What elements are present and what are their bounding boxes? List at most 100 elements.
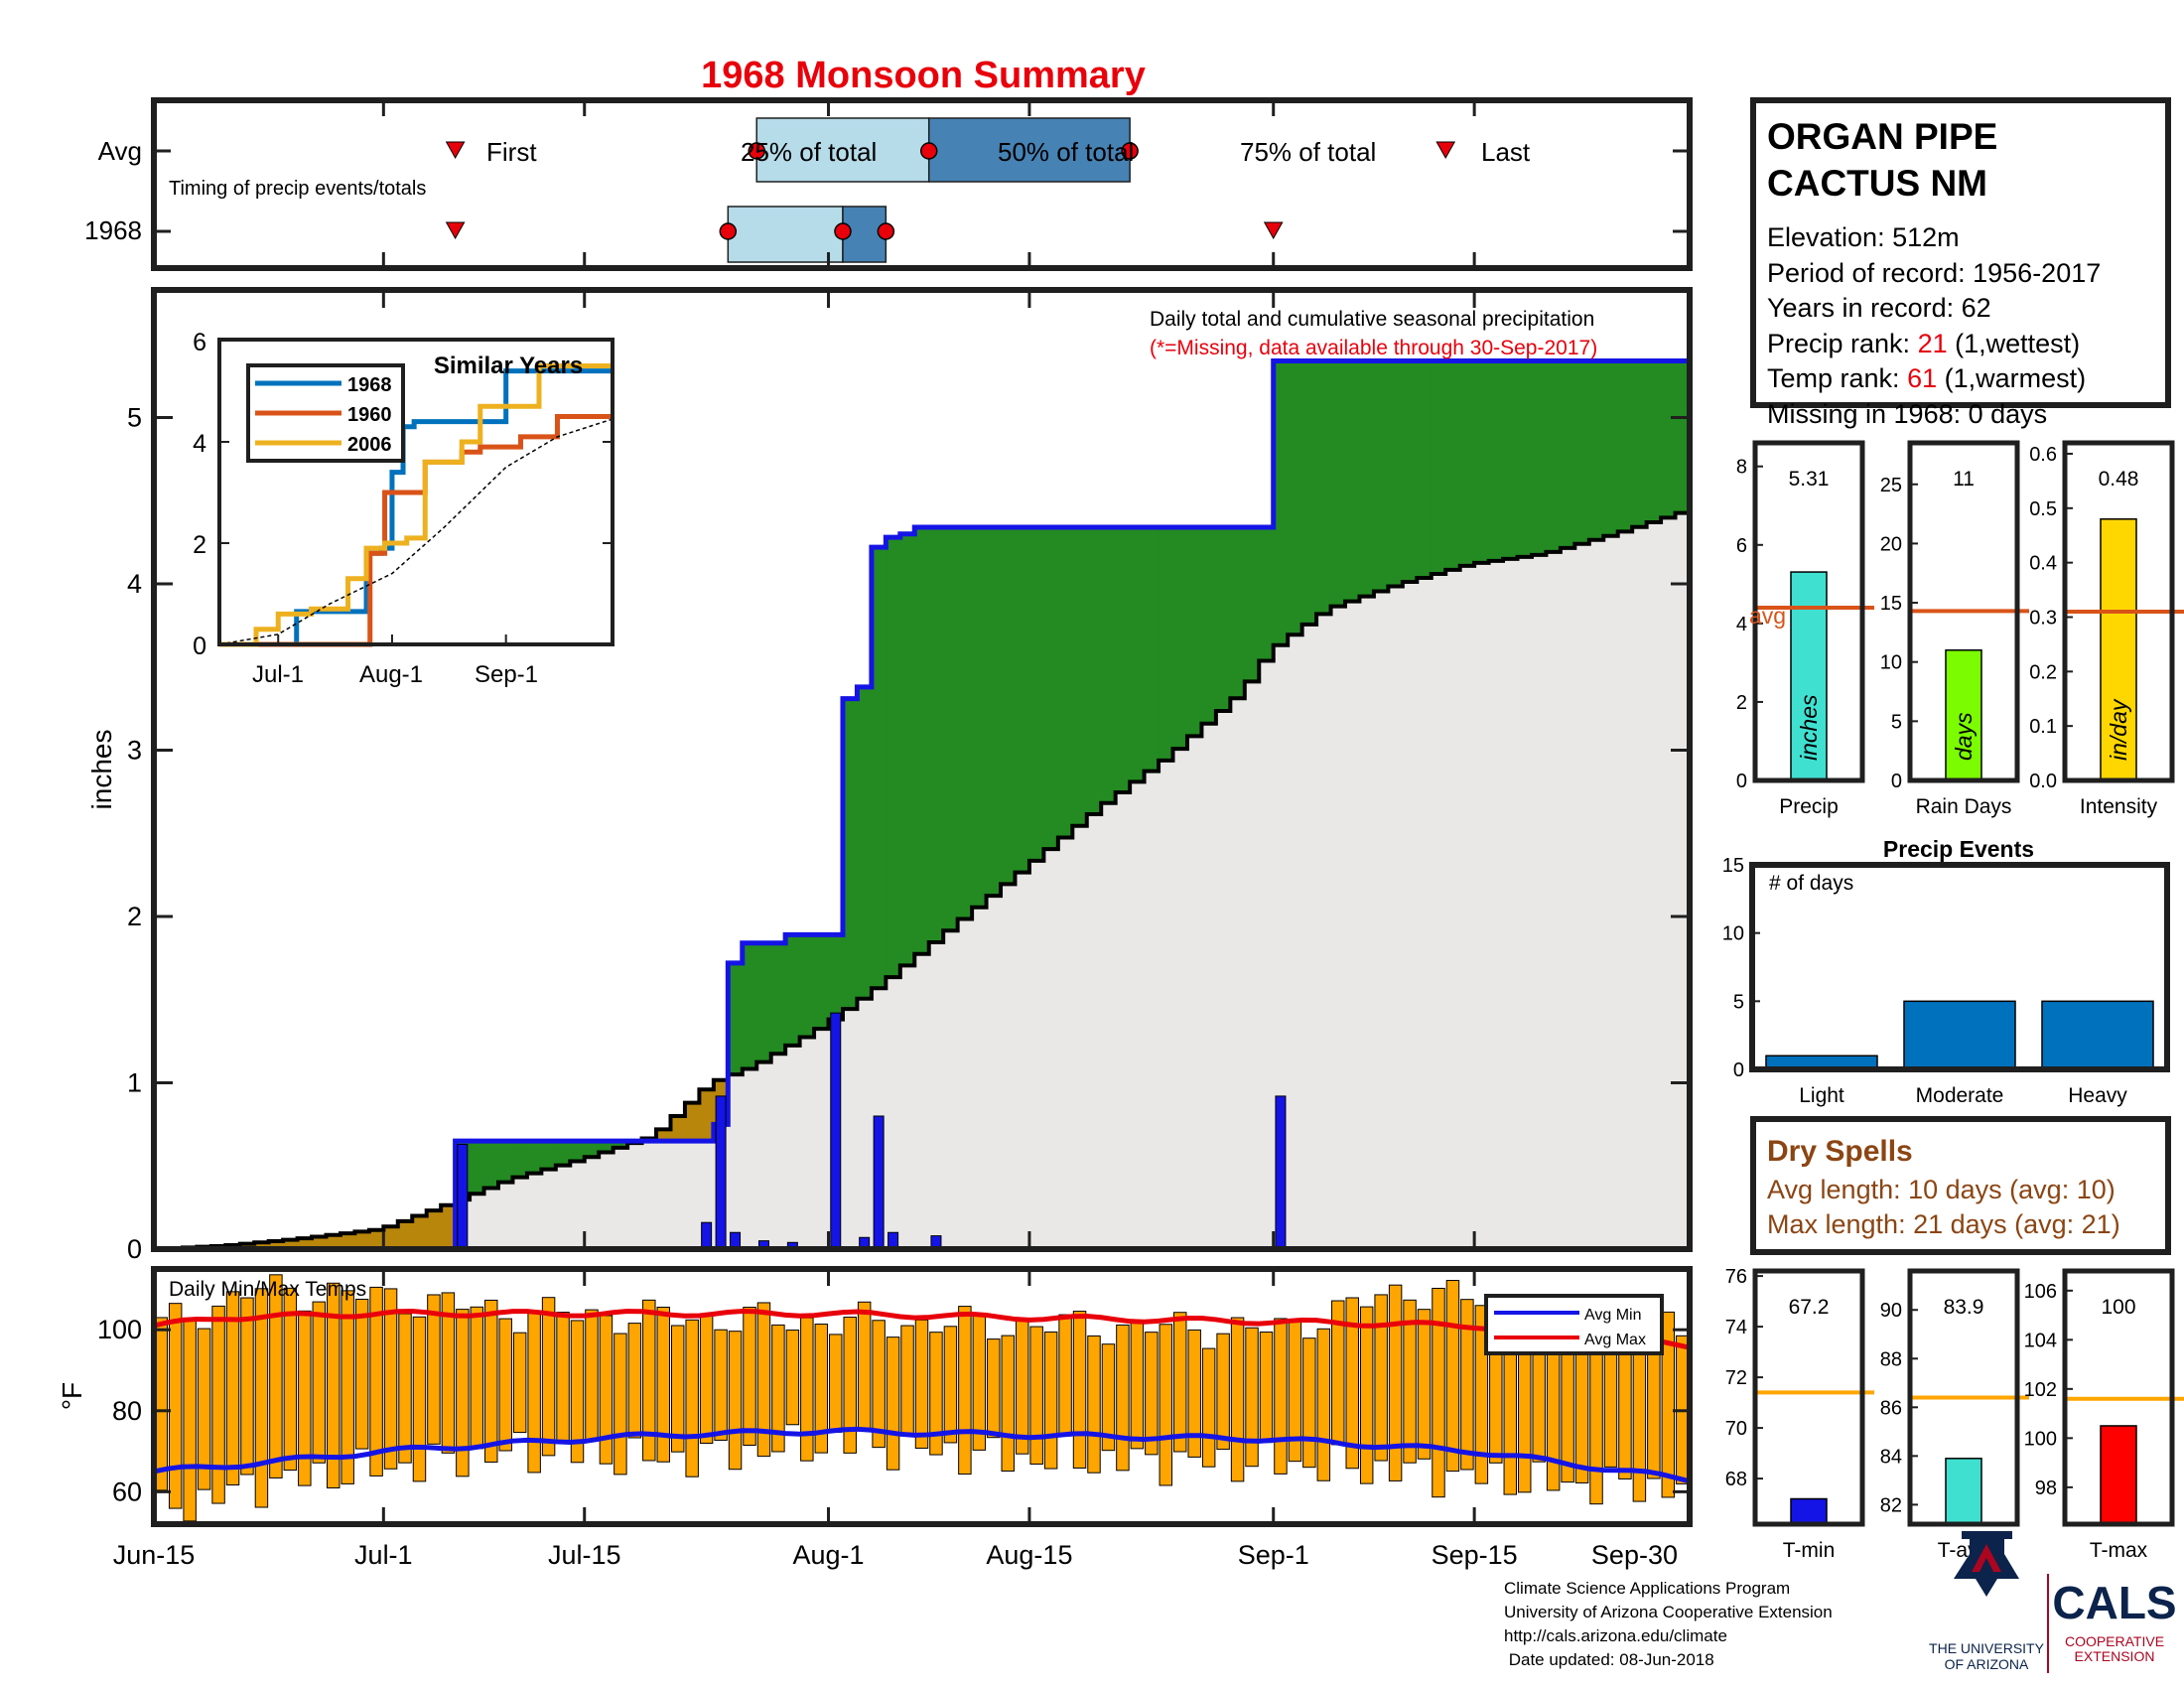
temp-range-bar-4 bbox=[211, 1305, 225, 1504]
intensity-ytick-label-5: 0.5 bbox=[2029, 498, 2057, 520]
above-average-seg-54 bbox=[928, 527, 944, 942]
temp-range-bar-71 bbox=[1173, 1312, 1187, 1453]
above-average-seg-94 bbox=[1503, 360, 1519, 559]
tmax-frame bbox=[2062, 1268, 2175, 1527]
precip-ytick-label-3: 6 bbox=[1736, 535, 1747, 557]
temps-legend-min: Avg Min bbox=[1584, 1307, 1642, 1324]
above-average-seg-101 bbox=[1603, 360, 1619, 536]
temp-range-bar-14 bbox=[354, 1298, 369, 1450]
temp-range-bar-85 bbox=[1374, 1294, 1388, 1462]
above-average-seg-82 bbox=[1330, 360, 1346, 607]
temp-range-bar-90 bbox=[1445, 1280, 1460, 1473]
temp-range-bar-20 bbox=[441, 1292, 456, 1454]
inset-xtick-sep: Sep-1 bbox=[475, 661, 538, 688]
avg-max-line bbox=[153, 1308, 1691, 1350]
temp-range-bar-69 bbox=[1145, 1332, 1159, 1456]
temp-range-bar-63 bbox=[1058, 1314, 1072, 1437]
above-average-seg-103 bbox=[1632, 360, 1648, 527]
above-average-seg-48 bbox=[842, 698, 859, 1010]
precip-value-label: 5.31 bbox=[1789, 468, 1830, 491]
temp-range-bar-36 bbox=[670, 1325, 685, 1453]
rain-days-panel: 0 5 10 15 20 25 11 Rain Days days bbox=[1880, 440, 2029, 818]
timing-label-25: 25% of total bbox=[741, 137, 877, 167]
temp-range-bar-23 bbox=[484, 1299, 498, 1463]
timing-label-first: First bbox=[486, 137, 537, 167]
temps-ytick-label-1: 80 bbox=[112, 1396, 142, 1426]
precip-ytick-label-4: 8 bbox=[1736, 457, 1747, 479]
timing-row-label-avg: Avg bbox=[98, 136, 142, 166]
temps-legend: Avg Min Avg Max bbox=[1484, 1294, 1664, 1355]
precip-events-title: Precip Events bbox=[1883, 836, 2034, 862]
intensity-ytick-label-1: 0.1 bbox=[2029, 716, 2057, 738]
temp-range-bar-15 bbox=[369, 1286, 383, 1477]
station-precip-rank: Precip rank: 21 (1,wettest) bbox=[1767, 329, 2080, 358]
temp-range-bar-24 bbox=[498, 1318, 512, 1452]
precip-events-subtitle: # of days bbox=[1769, 872, 1853, 895]
temp-range-bar-2 bbox=[183, 1320, 197, 1522]
timing-label-75: 75% of total bbox=[1240, 137, 1376, 167]
dry-spells-title: Dry Spells bbox=[1767, 1135, 1913, 1168]
timing-marks bbox=[157, 103, 1687, 265]
above-average-seg-60 bbox=[1015, 527, 1030, 873]
above-average-seg-30 bbox=[584, 1141, 600, 1158]
rain-days-value-label: 11 bbox=[1953, 468, 1975, 491]
temps-legend-box bbox=[1484, 1294, 1664, 1355]
above-average-seg-65 bbox=[1086, 527, 1102, 814]
temps-xtick-label-7: Sep-30 bbox=[1591, 1540, 1678, 1570]
temp-range-bar-35 bbox=[656, 1307, 670, 1463]
above-average-seg-70 bbox=[1159, 527, 1174, 761]
above-average-seg-81 bbox=[1316, 360, 1332, 615]
event-label-1: Moderate bbox=[1916, 1084, 2004, 1107]
ua-a-inner-icon bbox=[1972, 1544, 2001, 1572]
temp-range-bar-47 bbox=[829, 1334, 843, 1433]
above-average-seg-85 bbox=[1373, 360, 1389, 592]
ua-logo-text-1: THE UNIVERSITY bbox=[1929, 1640, 2045, 1656]
temp-range-bar-84 bbox=[1359, 1306, 1374, 1484]
footer-line-1: Climate Science Applications Program bbox=[1504, 1579, 1791, 1598]
daily-precip-bar-0 bbox=[457, 1143, 469, 1250]
below-average-seg-14 bbox=[354, 1231, 370, 1249]
below-average-seg-37 bbox=[684, 1102, 701, 1142]
above-average-seg-95 bbox=[1517, 360, 1533, 557]
above-average-seg-76 bbox=[1244, 527, 1260, 682]
temp-range-bar-55 bbox=[943, 1326, 958, 1444]
above-average-seg-90 bbox=[1445, 360, 1461, 570]
ua-logo-text-2: OF ARIZONA bbox=[1945, 1656, 2029, 1672]
precip-panel: 0 2 4 6 8 5.31 Precip inches avg bbox=[1736, 440, 1874, 818]
temp-range-bar-81 bbox=[1316, 1328, 1331, 1481]
above-average-seg-49 bbox=[857, 686, 873, 999]
main-ytick-label-2: 2 bbox=[127, 902, 142, 931]
below-average-seg-15 bbox=[368, 1229, 384, 1249]
temp-range-bar-45 bbox=[800, 1317, 814, 1462]
above-average-seg-29 bbox=[570, 1141, 586, 1162]
temp-range-bar-78 bbox=[1274, 1318, 1288, 1475]
intensity-ytick-label-0: 0.0 bbox=[2029, 771, 2057, 792]
precip-chart-title: Daily total and cumulative seasonal prec… bbox=[1150, 308, 1594, 331]
inset-title: Similar Years bbox=[434, 352, 583, 379]
timing-subtitle: Timing of precip events/totals bbox=[169, 178, 426, 200]
footer-line-3[interactable]: http://cals.arizona.edu/climate bbox=[1504, 1626, 1727, 1645]
above-average-seg-91 bbox=[1459, 360, 1475, 566]
temp-range-bar-48 bbox=[843, 1317, 857, 1454]
above-average-seg-31 bbox=[599, 1141, 614, 1153]
above-average-seg-63 bbox=[1057, 527, 1073, 838]
above-average-seg-106 bbox=[1675, 360, 1691, 513]
above-average-seg-22 bbox=[470, 1141, 485, 1195]
above-average-seg-92 bbox=[1474, 360, 1490, 563]
precip-unit-label: inches bbox=[1796, 694, 1822, 761]
above-average-seg-93 bbox=[1488, 360, 1504, 561]
temp-range-bar-12 bbox=[326, 1282, 341, 1488]
event-ytick-label-1: 5 bbox=[1733, 991, 1744, 1013]
timing-dot-p25-1 bbox=[719, 222, 738, 240]
temp-range-bar-21 bbox=[456, 1309, 470, 1477]
temp-range-bar-64 bbox=[1072, 1311, 1087, 1469]
station-name-line-1: ORGAN PIPE bbox=[1767, 116, 1997, 157]
below-average-seg-12 bbox=[326, 1234, 341, 1249]
above-average-seg-62 bbox=[1043, 527, 1059, 850]
temp-range-bar-32 bbox=[614, 1333, 627, 1476]
intensity-ytick-label-2: 0.2 bbox=[2029, 661, 2057, 683]
daily-precip-bar-2 bbox=[715, 1095, 727, 1250]
dry-spells-avg: Avg length: 10 days (avg: 10) bbox=[1767, 1175, 2116, 1204]
below-average-seg-17 bbox=[397, 1220, 413, 1249]
below-average-seg-18 bbox=[412, 1215, 428, 1249]
